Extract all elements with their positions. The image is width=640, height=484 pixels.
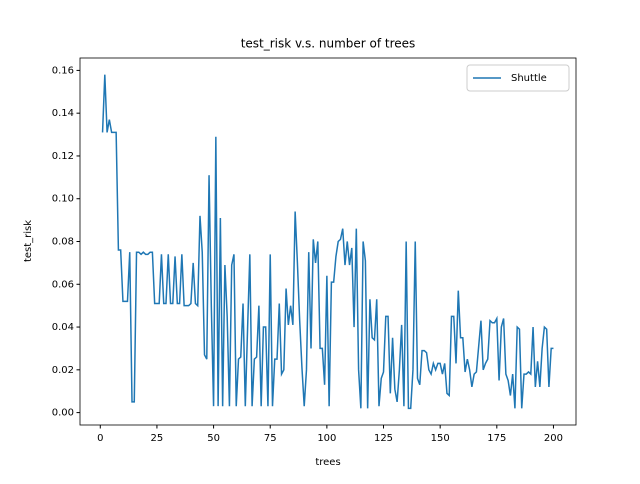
- x-tick-label: 150: [431, 433, 450, 444]
- x-tick-label: 75: [264, 433, 277, 444]
- x-tick-label: 25: [151, 433, 164, 444]
- chart-title: test_risk v.s. number of trees: [241, 37, 416, 51]
- axes-frame: [79, 57, 577, 426]
- x-tick-label: 0: [97, 433, 103, 444]
- y-tick-label: 0.14: [52, 108, 74, 119]
- y-tick-label: 0.16: [52, 65, 74, 76]
- y-tick-label: 0.04: [52, 322, 74, 333]
- line-series: [101, 74, 554, 410]
- x-tick-label: 50: [207, 433, 220, 444]
- y-tick-label: 0.00: [52, 408, 74, 419]
- y-tick-label: 0.08: [52, 237, 74, 248]
- x-tick-label: 175: [487, 433, 506, 444]
- legend-box: [466, 64, 570, 92]
- y-tick-label: 0.06: [52, 279, 74, 290]
- y-tick-label: 0.02: [52, 365, 74, 376]
- x-tick-label: 125: [374, 433, 393, 444]
- y-tick-label: 0.10: [52, 194, 74, 205]
- legend-label: Shuttle: [511, 73, 547, 84]
- y-axis-label: test_risk: [23, 220, 34, 262]
- x-tick-label: 200: [544, 433, 563, 444]
- x-tick-label: 100: [317, 433, 336, 444]
- y-tick-label: 0.12: [52, 151, 74, 162]
- x-axis-label: trees: [315, 457, 340, 468]
